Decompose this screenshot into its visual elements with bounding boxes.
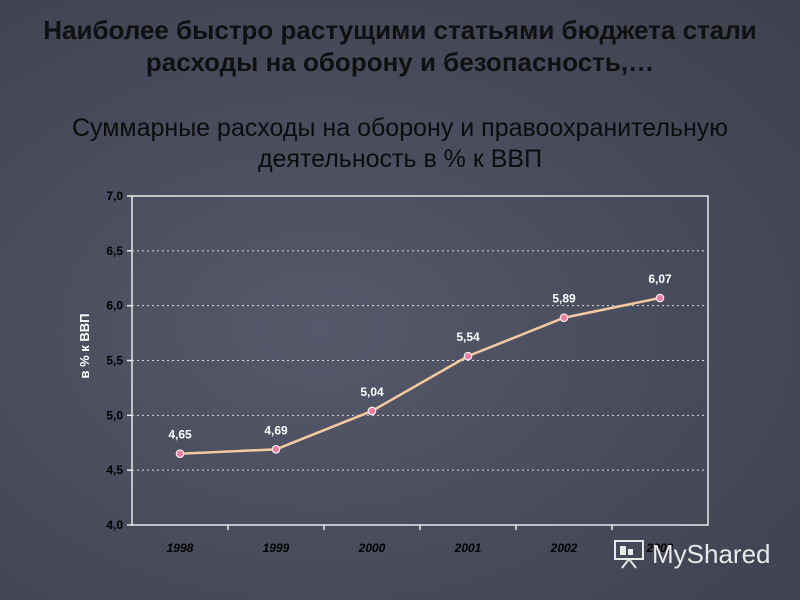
x-tick-label: 2003 (646, 541, 674, 555)
data-point (271, 445, 281, 454)
y-axis-ticks: 4,0 4,5 5,0 5,5 6,0 6,5 7,0 (106, 189, 132, 532)
x-tick-label: 2000 (358, 541, 386, 555)
data-label: 5,54 (456, 330, 480, 344)
y-tick-label: 7,0 (106, 189, 123, 203)
data-point (463, 351, 473, 361)
y-tick-label: 4,5 (106, 463, 123, 477)
x-tick-label: 2002 (550, 541, 578, 555)
data-label: 5,89 (552, 292, 576, 306)
x-tick-label: 1999 (263, 541, 290, 555)
data-point (175, 449, 185, 459)
y-tick-label: 5,0 (106, 408, 123, 422)
y-tick-label: 4,0 (106, 518, 123, 532)
series-line (179, 296, 661, 455)
y-tick-label: 6,5 (106, 244, 123, 258)
data-label: 4,65 (168, 428, 192, 442)
y-tick-label: 6,0 (106, 299, 123, 313)
y-axis-label: в % к ВВП (77, 313, 92, 378)
y-tick-label: 5,5 (106, 354, 123, 368)
x-axis-ticks: 1998 1999 2000 2001 2002 2003 (167, 525, 674, 555)
data-labels: 4,65 4,69 5,04 5,54 5,89 6,07 (168, 272, 672, 442)
watermark: MyShared (612, 536, 771, 572)
data-label: 4,69 (264, 423, 288, 437)
x-tick-label: 1998 (167, 541, 194, 555)
data-point (367, 406, 377, 416)
data-label: 6,07 (648, 272, 672, 286)
slide-title: Наиболее быстро растущими статьями бюдже… (43, 15, 757, 77)
chart-title: Суммарные расходы на оборону и правоохра… (71, 114, 729, 173)
presentation-icon (614, 540, 644, 569)
data-label: 5,04 (360, 385, 384, 399)
x-tick-label: 2001 (454, 541, 482, 555)
watermark-text: MyShared (652, 538, 771, 569)
data-point (655, 293, 665, 303)
data-points (175, 293, 665, 459)
data-point (559, 313, 569, 323)
gridlines (132, 250, 708, 471)
